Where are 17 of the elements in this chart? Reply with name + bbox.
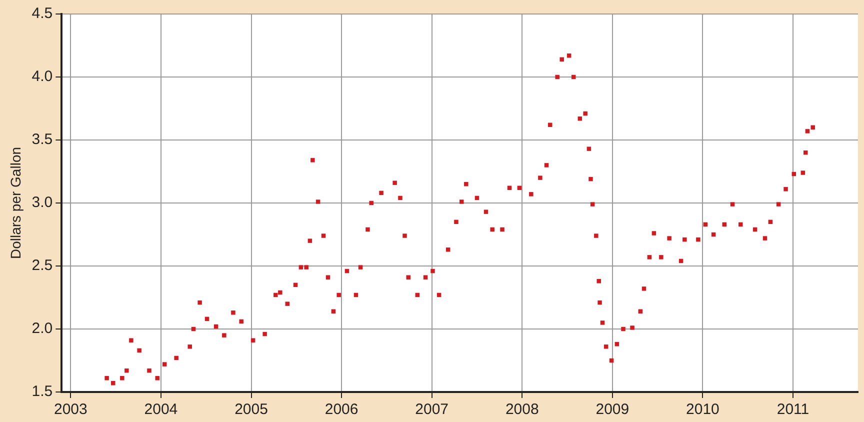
y-tick-label: 2.0 [32, 320, 53, 338]
x-tick-label: 2003 [54, 401, 88, 418]
x-tick-label: 2005 [234, 401, 268, 418]
x-tick-label: 2011 [776, 401, 810, 418]
y-tick-label: 2.5 [32, 257, 53, 274]
y-tick-label: 3.5 [32, 131, 53, 148]
x-tick-label: 2008 [505, 401, 539, 418]
x-tick-label: 2006 [324, 401, 358, 418]
y-tick-label: 4.0 [32, 68, 53, 86]
x-tick-label: 2009 [596, 401, 630, 418]
x-tick-label: 2007 [415, 401, 449, 418]
x-tick-label: 2004 [144, 401, 178, 418]
y-tick-label: 4.5 [32, 5, 53, 22]
y-axis-title: Dollars per Gallon [7, 146, 24, 260]
y-tick-label: 3.0 [32, 194, 53, 212]
y-tick-label: 1.5 [32, 383, 53, 400]
x-tick-label: 2010 [686, 401, 720, 418]
